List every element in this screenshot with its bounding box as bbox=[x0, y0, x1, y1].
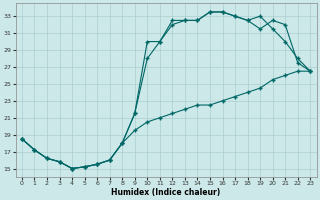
X-axis label: Humidex (Indice chaleur): Humidex (Indice chaleur) bbox=[111, 188, 221, 197]
